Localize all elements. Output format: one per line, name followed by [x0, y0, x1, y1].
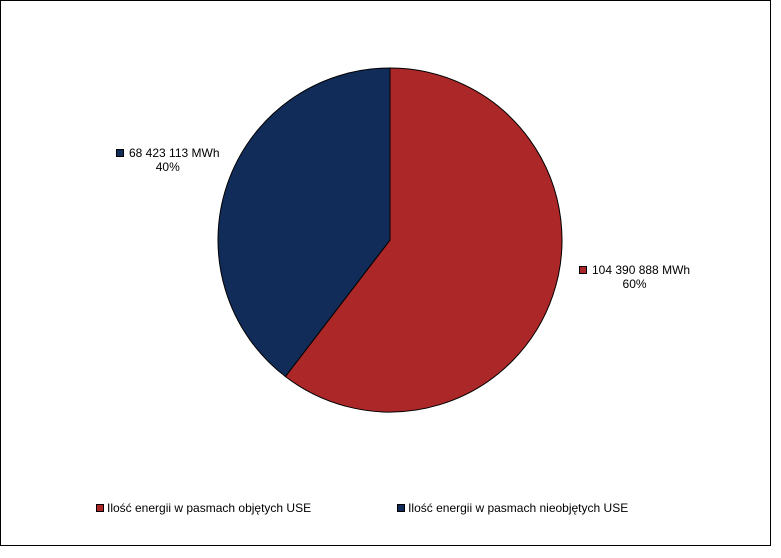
legend-label: Ilość energii w pasmach objętych USE — [107, 501, 312, 515]
pie-slice-non-use — [217, 67, 391, 378]
legend-label: Ilość energii w pasmach nieobjętych USE — [408, 501, 629, 515]
data-label-percent: 60% — [622, 277, 647, 291]
pie-chart — [217, 67, 563, 413]
legend-item-non-use: Ilość energii w pasmach nieobjętych USE — [397, 501, 628, 515]
data-label-swatch — [116, 149, 124, 157]
legend: Ilość energii w pasmach objętych USE Ilo… — [96, 501, 628, 515]
legend-swatch — [96, 504, 104, 512]
data-label-swatch — [579, 266, 587, 274]
legend-item-use: Ilość energii w pasmach objętych USE — [96, 501, 311, 515]
data-label-value: 68 423 113 MWh — [129, 146, 220, 160]
pie-slice-use — [284, 67, 563, 413]
chart-area: 104 390 888 MWh 60% 68 423 113 MWh 40% I… — [0, 0, 771, 546]
data-label-value: 104 390 888 MWh — [592, 263, 691, 277]
data-label-non-use: 68 423 113 MWh 40% — [116, 146, 220, 174]
data-label-use: 104 390 888 MWh 60% — [579, 263, 690, 291]
data-label-percent: 40% — [155, 160, 180, 174]
legend-swatch — [397, 504, 406, 512]
